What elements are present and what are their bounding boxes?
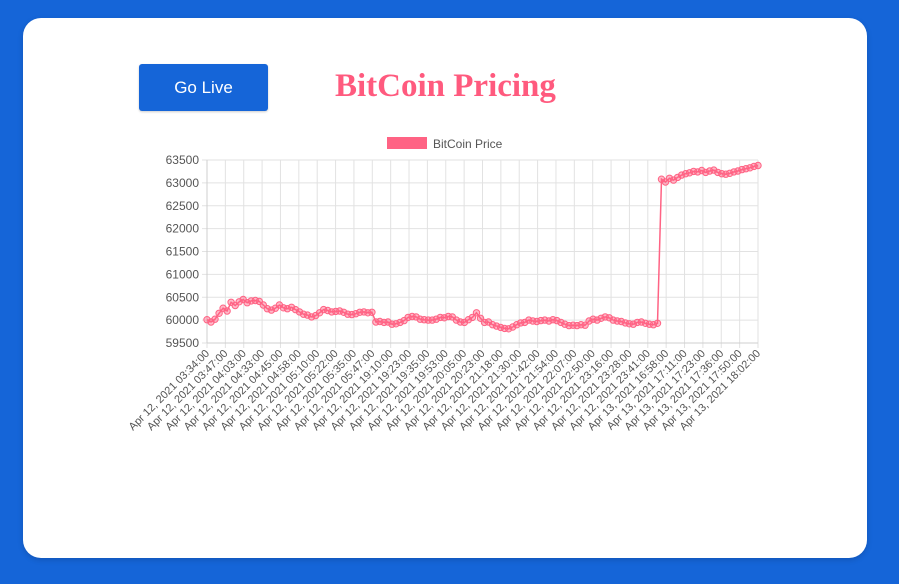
data-point[interactable]	[513, 321, 521, 329]
data-point[interactable]	[649, 321, 658, 329]
data-point[interactable]	[677, 171, 686, 179]
data-point[interactable]	[211, 315, 219, 323]
data-point[interactable]	[396, 318, 404, 327]
data-point[interactable]	[545, 317, 553, 325]
data-point[interactable]	[605, 314, 613, 322]
main-card: Go Live BitCoin Pricing	[23, 18, 867, 558]
chart-legend[interactable]: BitCoin Price	[387, 137, 503, 151]
data-point[interactable]	[726, 169, 734, 178]
data-point[interactable]	[203, 316, 211, 324]
y-tick-label: 63000	[166, 176, 200, 190]
data-point[interactable]	[617, 317, 625, 326]
chart-grid	[202, 159, 759, 348]
data-point[interactable]	[673, 173, 682, 182]
data-point[interactable]	[629, 320, 637, 328]
data-point[interactable]	[488, 321, 497, 329]
data-point[interactable]	[340, 308, 348, 316]
data-point[interactable]	[714, 168, 722, 177]
page-title: BitCoin Pricing	[335, 68, 556, 104]
data-point[interactable]	[384, 318, 392, 326]
data-point[interactable]	[468, 313, 477, 322]
data-point[interactable]	[303, 311, 312, 319]
data-point[interactable]	[637, 318, 646, 326]
data-point[interactable]	[665, 174, 674, 183]
data-point[interactable]	[412, 313, 420, 321]
legend-swatch[interactable]	[387, 137, 427, 149]
data-point[interactable]	[702, 168, 710, 177]
y-axis: 63500 63000 62500 62000 61500 61000 60500 60000…	[166, 153, 208, 350]
y-tick-label: 61500	[166, 245, 200, 259]
data-point[interactable]	[440, 314, 448, 322]
data-point[interactable]	[746, 164, 754, 172]
data-point[interactable]	[504, 325, 513, 333]
data-point[interactable]	[597, 314, 605, 322]
data-point[interactable]	[585, 317, 593, 325]
data-point[interactable]	[352, 310, 360, 318]
data-point[interactable]	[521, 318, 529, 327]
y-tick-label: 59500	[166, 336, 200, 350]
data-point[interactable]	[307, 313, 316, 321]
y-tick-label: 60000	[166, 313, 200, 327]
data-point[interactable]	[291, 305, 300, 314]
data-point[interactable]	[267, 306, 276, 314]
data-point[interactable]	[243, 299, 251, 307]
data-point[interactable]	[283, 305, 292, 313]
data-point[interactable]	[464, 316, 473, 324]
data-point[interactable]	[336, 307, 344, 315]
data-point[interactable]	[509, 323, 517, 331]
y-tick-label: 62000	[166, 222, 200, 236]
data-point[interactable]	[557, 318, 565, 327]
data-point[interactable]	[694, 168, 702, 176]
data-point[interactable]	[553, 316, 561, 325]
data-point[interactable]	[492, 322, 501, 330]
data-point[interactable]	[235, 298, 243, 306]
series-bitcoin-price	[203, 161, 762, 333]
data-point[interactable]	[710, 166, 718, 174]
data-point[interactable]	[223, 307, 231, 315]
legend-label[interactable]: BitCoin Price	[433, 137, 503, 151]
y-tick-label: 63500	[166, 153, 200, 167]
data-point[interactable]	[452, 316, 461, 324]
data-point[interactable]	[324, 306, 332, 315]
data-point[interactable]	[734, 167, 742, 175]
y-tick-label: 61000	[166, 267, 200, 281]
data-point[interactable]	[295, 308, 304, 316]
data-point[interactable]	[593, 316, 601, 324]
data-point[interactable]	[263, 305, 271, 313]
data-point[interactable]	[432, 315, 440, 323]
data-point[interactable]	[698, 166, 706, 175]
data-point[interactable]	[472, 309, 481, 317]
go-live-button[interactable]: Go Live	[139, 64, 268, 111]
data-point[interactable]	[215, 309, 223, 317]
data-point[interactable]	[392, 320, 400, 328]
data-point[interactable]	[685, 169, 694, 177]
data-point[interactable]	[368, 308, 376, 316]
data-point[interactable]	[653, 319, 662, 327]
y-tick-label: 62500	[166, 199, 200, 213]
data-point[interactable]	[561, 320, 569, 328]
data-point[interactable]	[287, 303, 296, 311]
data-point[interactable]	[754, 161, 762, 170]
y-tick-label: 60500	[166, 290, 200, 304]
